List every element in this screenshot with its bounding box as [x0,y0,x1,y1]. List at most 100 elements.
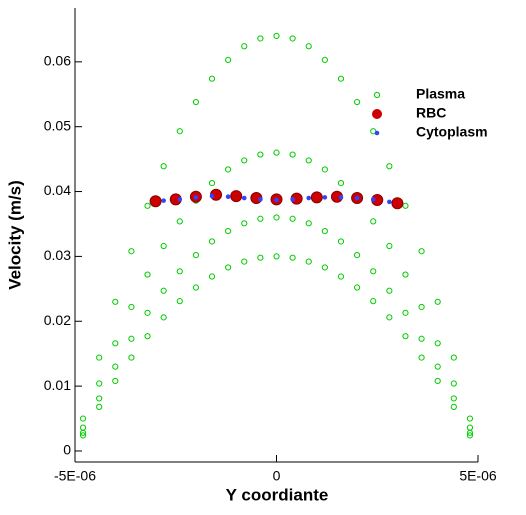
data-point [273,253,280,260]
data-point [176,268,183,275]
data-point [391,197,404,210]
data-point [354,195,360,201]
data-point [418,303,425,311]
data-point [79,432,87,439]
series-2 [161,193,392,205]
data-point [208,180,216,187]
data-point [160,242,167,250]
y-tick-label: 0.05 [44,117,71,133]
data-point [305,258,312,265]
data-point [176,128,183,135]
x-axis-title: Y coordiante [226,485,329,504]
data-point [273,214,280,221]
legend-label: Plasma [416,86,465,102]
data-point [370,298,377,305]
data-point [305,157,312,164]
legend-marker [373,91,381,99]
data-point [257,35,264,42]
data-point [434,298,441,305]
data-point [386,163,393,170]
data-point [225,194,231,200]
y-axis-title: Velocity (m/s) [5,180,24,290]
data-point [144,271,151,278]
data-point [241,195,247,201]
data-point [241,43,248,50]
data-point [370,268,377,275]
data-point [192,284,199,291]
data-point [289,215,296,222]
data-point [225,56,232,63]
data-point [144,202,151,209]
y-tick-label: 0.02 [44,312,71,328]
data-point [225,228,232,235]
data-point [418,248,425,255]
data-point [354,252,361,259]
x-tick-label: 0 [273,468,281,484]
data-point [230,190,243,203]
data-point [257,151,264,158]
y-tick-label: 0 [63,442,71,458]
data-point [112,363,119,370]
data-point [144,333,151,340]
data-point [79,424,87,431]
legend-label: RBC [416,105,446,121]
data-point [79,415,87,422]
data-point [450,403,457,410]
data-point [306,195,312,201]
data-point [337,75,345,82]
data-point [450,354,457,361]
data-point [418,354,425,361]
data-point [209,193,215,199]
data-point [321,228,328,235]
data-point [160,287,167,294]
data-point [176,218,183,225]
data-point [337,238,345,245]
data-point [96,354,103,361]
data-point [434,340,441,347]
data-point [144,309,151,316]
data-point [370,218,377,225]
data-point [386,314,393,321]
data-point [322,195,328,200]
data-point [321,56,328,63]
y-tick-label: 0.04 [44,182,71,198]
data-point [338,195,344,200]
data-point [160,314,167,321]
data-point [128,335,135,342]
data-point [466,432,474,439]
data-point [257,215,264,222]
data-point [321,264,328,271]
data-point [225,264,232,271]
legend-label: Cytoplasm [416,124,488,140]
data-point [337,273,345,280]
data-point [450,380,457,387]
x-tick-label: -5E-06 [54,468,96,484]
y-tick-label: 0.06 [44,53,71,69]
data-point [290,197,295,202]
data-point [354,284,361,291]
data-point [257,254,264,261]
data-point [386,242,393,250]
data-point [241,258,248,265]
series-0 [79,32,474,439]
data-point [274,197,279,203]
data-point [466,424,474,431]
data-point [387,199,392,205]
data-point [386,287,393,294]
data-point [434,377,441,385]
y-tick-label: 0.01 [44,377,71,393]
data-point [128,303,135,311]
data-point [161,198,166,203]
data-point [208,75,216,82]
legend-marker [372,109,382,119]
data-point [149,195,162,208]
data-point [128,248,135,255]
data-point [273,149,280,156]
data-point [402,333,409,340]
data-point [354,98,361,106]
data-point [434,363,441,370]
series-1 [149,188,404,210]
data-point [273,32,280,39]
